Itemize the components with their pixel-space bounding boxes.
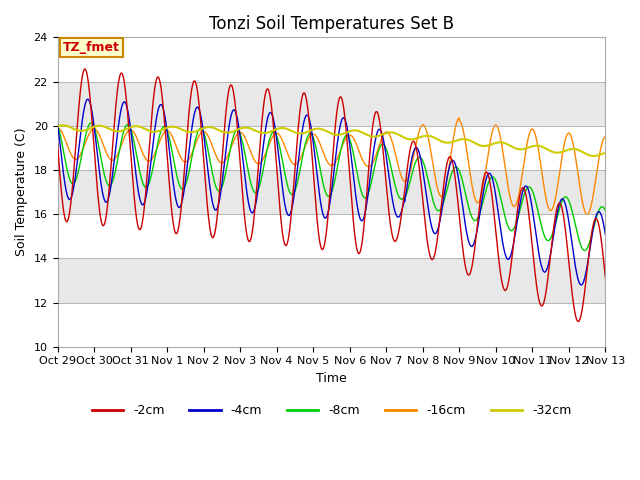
-32cm [116,128,124,134]
-4cm [54,120,61,126]
-4cm [288,207,296,213]
X-axis label: Time: Time [316,372,347,385]
-8cm [264,144,271,149]
Bar [58,214,605,258]
-2cm [288,209,296,215]
Y-axis label: Soil Temperature (C): Soil Temperature (C) [15,128,28,256]
-16cm [54,125,61,131]
-4cm [577,282,585,288]
-2cm [602,275,609,281]
Line: -16cm: -16cm [58,118,605,215]
-8cm [532,199,540,204]
Text: TZ_fmet: TZ_fmet [63,41,120,54]
-32cm [591,153,599,159]
-32cm [264,130,271,135]
-2cm [81,66,89,72]
-16cm [148,156,156,161]
-2cm [574,319,582,324]
Bar [58,170,605,214]
-8cm [149,166,157,172]
-32cm [288,128,296,134]
-32cm [532,143,540,148]
-4cm [532,230,540,236]
Title: Tonzi Soil Temperatures Set B: Tonzi Soil Temperatures Set B [209,15,454,33]
-8cm [580,248,588,253]
-2cm [54,141,61,146]
-8cm [54,122,61,128]
-16cm [456,115,463,120]
Line: -4cm: -4cm [58,99,605,285]
-4cm [116,111,124,117]
-4cm [591,217,599,223]
-16cm [591,181,599,187]
-16cm [116,146,124,152]
-16cm [287,159,295,165]
Line: -32cm: -32cm [58,125,605,156]
-2cm [116,72,124,78]
Bar [58,82,605,126]
-16cm [264,145,271,151]
-32cm [590,153,598,159]
-2cm [591,216,599,222]
-32cm [59,122,67,128]
-4cm [149,144,157,149]
-16cm [532,133,540,139]
-4cm [602,232,609,238]
-2cm [149,103,157,109]
-32cm [602,150,609,156]
-32cm [149,129,157,134]
-2cm [532,276,540,282]
-4cm [84,96,92,102]
Bar [58,37,605,82]
-8cm [602,208,609,214]
Line: -2cm: -2cm [58,69,605,322]
-4cm [264,115,271,120]
-8cm [116,144,124,149]
Bar [58,126,605,170]
Line: -8cm: -8cm [58,123,605,251]
-8cm [87,120,95,126]
-8cm [288,192,296,197]
-2cm [264,86,271,92]
-32cm [54,123,61,129]
-8cm [591,219,599,225]
Bar [58,302,605,347]
-16cm [602,134,609,140]
-16cm [584,212,591,217]
Legend: -2cm, -4cm, -8cm, -16cm, -32cm: -2cm, -4cm, -8cm, -16cm, -32cm [86,399,576,422]
Bar [58,258,605,302]
